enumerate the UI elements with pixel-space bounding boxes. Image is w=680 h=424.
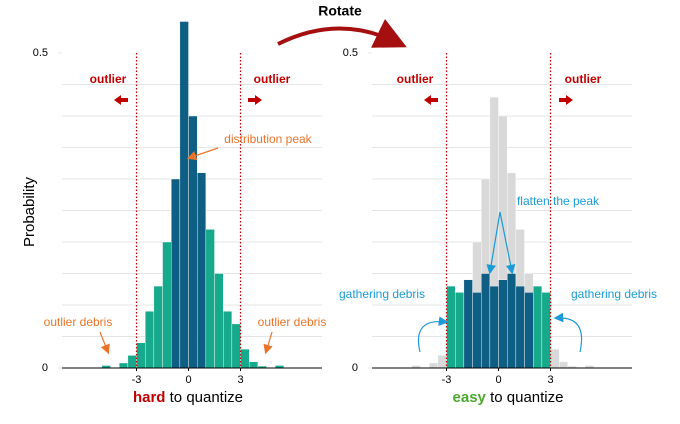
annotation-arrow — [418, 316, 449, 353]
bar — [162, 241, 172, 369]
annotation: outlier debris — [44, 315, 113, 329]
annotation-arrow — [99, 331, 110, 355]
bar — [170, 178, 181, 369]
bar — [507, 273, 517, 369]
bar — [153, 285, 163, 369]
annotation-arrow — [114, 95, 128, 105]
caption-emphasis: easy — [453, 389, 487, 406]
bar — [541, 292, 551, 369]
x-tick-label: -3 — [132, 374, 142, 386]
bar — [498, 279, 508, 369]
bar — [524, 292, 534, 369]
y-axis-label: Probability — [21, 176, 38, 247]
annotation: outlier — [565, 72, 602, 86]
bar — [222, 311, 233, 369]
bar — [214, 273, 224, 369]
x-tick-label: 3 — [237, 374, 243, 386]
y-tick-label: 0.5 — [343, 47, 358, 59]
bar — [463, 279, 473, 369]
bar — [205, 229, 215, 369]
bar — [559, 361, 569, 369]
bar — [515, 285, 525, 369]
annotation: gathering debris — [571, 287, 657, 301]
bar — [179, 21, 189, 369]
annotation-arrow — [559, 95, 573, 105]
bar — [144, 311, 155, 369]
y-tick-label: 0.5 — [33, 47, 48, 59]
rotate-label: Rotate — [318, 3, 362, 19]
annotation-arrow — [186, 147, 219, 161]
caption-emphasis: hard — [133, 389, 166, 406]
bar — [489, 285, 499, 369]
bar — [136, 342, 146, 369]
y-tick-label: 0 — [352, 362, 358, 374]
caption-text: to quantize — [490, 389, 563, 406]
bar — [472, 292, 482, 369]
annotation: outlier debris — [258, 315, 327, 329]
annotation: outlier — [90, 72, 127, 86]
annotation: outlier — [397, 72, 434, 86]
annotation-arrow — [248, 95, 262, 105]
annotation-arrow — [499, 211, 516, 275]
bar — [446, 285, 456, 369]
x-tick-label: 3 — [547, 374, 553, 386]
annotation-arrow — [263, 331, 273, 355]
rotate-arrow — [277, 18, 407, 48]
bar — [481, 273, 491, 369]
bar — [231, 323, 241, 369]
annotation: distribution peak — [224, 132, 312, 146]
annotation-arrow — [486, 211, 501, 275]
annotation: gathering debris — [339, 287, 425, 301]
bar — [196, 172, 207, 369]
caption-text: to quantize — [170, 389, 243, 406]
bar — [240, 348, 250, 369]
x-tick-label: 0 — [185, 374, 191, 386]
annotation-arrow — [553, 312, 583, 353]
bar — [118, 362, 129, 369]
bar — [429, 362, 439, 369]
bar — [550, 348, 560, 369]
bar — [437, 355, 447, 369]
caption: hard to quantize — [133, 389, 243, 406]
x-tick-label: 0 — [495, 374, 501, 386]
bar — [127, 355, 137, 369]
bar — [188, 115, 198, 369]
annotation-arrow — [424, 95, 438, 105]
bar — [533, 285, 543, 369]
bar — [248, 361, 259, 369]
caption: easy to quantize — [453, 389, 564, 406]
annotation: outlier — [254, 72, 291, 86]
bar — [455, 292, 465, 369]
y-tick-label: 0 — [42, 362, 48, 374]
x-tick-label: -3 — [442, 374, 452, 386]
annotation: flatten the peak — [517, 194, 600, 208]
charts: 0 0.5 Probability -3 0 3 outlier outlier distrib… — [21, 21, 657, 406]
